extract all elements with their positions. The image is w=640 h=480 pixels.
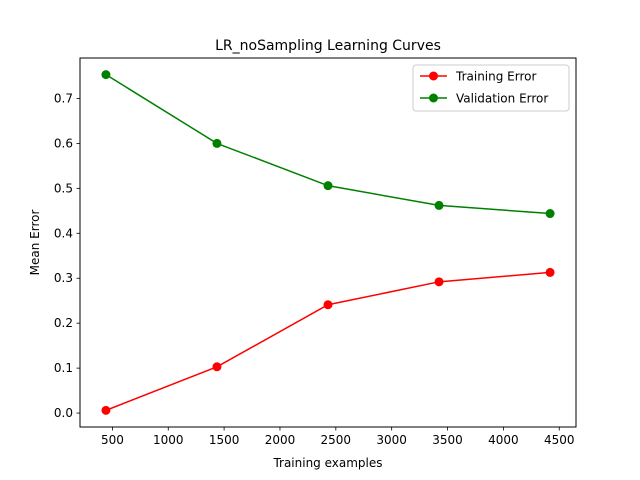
- legend-label-validation-error: Validation Error: [456, 92, 548, 106]
- y-tick-label: 0.1: [54, 361, 73, 375]
- plot-frame: [79, 57, 577, 428]
- training-error-point: [101, 405, 111, 415]
- training-error-point: [434, 277, 444, 287]
- x-tick-label: 3000: [376, 433, 407, 447]
- x-tick-label: 1500: [209, 433, 240, 447]
- validation-error-point: [434, 200, 444, 210]
- legend-label-training-error: Training Error: [455, 70, 536, 84]
- x-tick-label: 500: [101, 433, 124, 447]
- plot-area: [79, 57, 577, 428]
- y-tick-label: 0.7: [54, 91, 73, 105]
- validation-error-point: [101, 70, 111, 80]
- x-tick-label: 1000: [153, 433, 184, 447]
- chart-title: LR_noSampling Learning Curves: [215, 38, 441, 54]
- y-tick-label: 0.3: [54, 271, 73, 285]
- validation-error-point: [212, 138, 222, 148]
- validation-error-point: [323, 181, 333, 191]
- y-tick-label: 0.6: [54, 136, 73, 150]
- x-tick-label: 2000: [265, 433, 296, 447]
- y-axis-label: Mean Error: [28, 210, 42, 276]
- series-layer: [101, 70, 555, 415]
- legend-box: [412, 64, 570, 112]
- legend-marker-validation-error: [429, 93, 438, 103]
- y-tick-label: 0.0: [54, 406, 73, 420]
- y-tick-label: 0.4: [54, 226, 73, 240]
- legend: Training Error Validation Error: [412, 64, 570, 112]
- y-tick-label: 0.2: [54, 316, 73, 330]
- x-axis: 500 1000 1500 2000 2500 3000 3500 4000 4500: [101, 427, 575, 447]
- x-tick-label: 2500: [321, 433, 352, 447]
- validation-error-point: [545, 209, 555, 219]
- x-tick-label: 4000: [488, 433, 519, 447]
- x-tick-label: 4500: [544, 433, 575, 447]
- training-error-point: [545, 267, 555, 277]
- legend-marker-training-error: [429, 71, 438, 81]
- y-tick-label: 0.5: [54, 181, 73, 195]
- y-axis: 0.0 0.1 0.2 0.3 0.4 0.5 0.6 0.7: [54, 91, 80, 420]
- training-error-point: [323, 300, 333, 310]
- x-tick-label: 3500: [432, 433, 463, 447]
- x-axis-label: Training examples: [272, 456, 382, 470]
- training-error-point: [212, 362, 222, 372]
